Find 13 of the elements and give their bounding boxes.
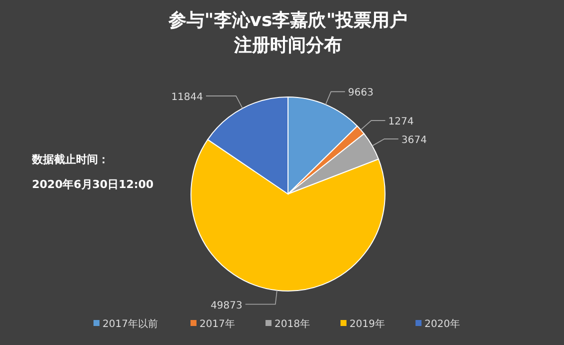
data-label: 3674 <box>401 134 427 146</box>
data-label: 11844 <box>171 92 203 103</box>
legend: 2018年 <box>274 319 310 330</box>
annotation: 数据截止时间： <box>32 153 109 166</box>
legend: 2017年以前 <box>102 319 158 330</box>
data-label: 9663 <box>348 88 374 99</box>
data-label: 1274 <box>388 116 414 128</box>
data-label: 49873 <box>210 300 242 312</box>
legend: 2020年 <box>424 319 460 330</box>
annotation: 2020年6月30日12:00 <box>32 178 154 191</box>
legend: 2017年 <box>200 319 235 330</box>
legend: 2019年 <box>350 319 385 330</box>
title: 参与"李沁vs李嘉欣"投票用户注册时间分布 <box>168 10 408 56</box>
